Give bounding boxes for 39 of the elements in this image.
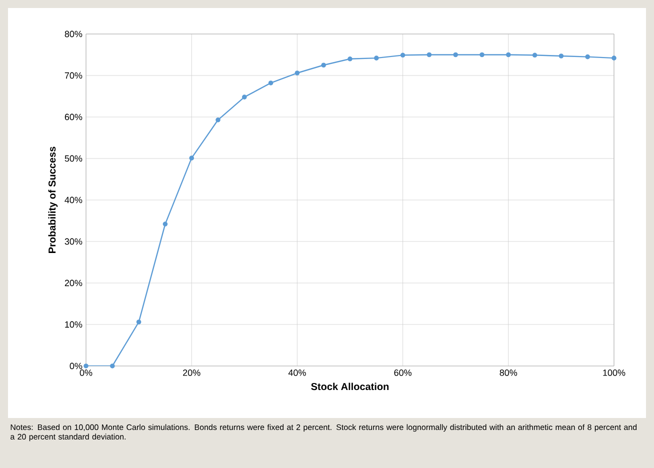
point — [532, 52, 538, 58]
y-tick-label: 10% — [65, 321, 82, 328]
text: Notes: Based on 10,000 Monte Carlo simulations. Bonds returns were fixed at 2 percent. Stock returns were lognormally distributed with an arithmetic mean of 8 percent and a 20 percent standard deviation. — [10, 424, 637, 442]
x-tick-label: 0% — [80, 370, 92, 376]
point — [400, 52, 406, 58]
point — [480, 52, 484, 58]
point — [294, 70, 300, 76]
y-tick-label: 70% — [64, 72, 82, 79]
x-tick-label: 60% — [394, 370, 412, 376]
point — [612, 56, 616, 60]
point — [189, 156, 194, 160]
y-tick-label: 30% — [64, 238, 82, 245]
x-tick-label: 40% — [288, 370, 306, 376]
y-tick-label: 20% — [64, 280, 82, 286]
y-tick-label: 50% — [64, 155, 82, 162]
point — [585, 54, 590, 60]
point — [136, 320, 142, 324]
point — [426, 52, 432, 58]
y-tick-label: 80% — [64, 30, 82, 38]
x-tick-label: 20% — [183, 370, 200, 376]
point — [110, 364, 115, 368]
point — [374, 56, 379, 60]
y-axis-title: Probability of Success — [48, 146, 58, 253]
y-tick-label: 60% — [64, 114, 82, 120]
x-tick-label: 80% — [500, 370, 518, 376]
point — [348, 56, 352, 62]
point — [216, 118, 220, 122]
point — [84, 364, 88, 368]
y-tick-label: 40% — [64, 196, 82, 204]
x-tick-label: 100% — [603, 370, 626, 376]
x-axis-title: Stock Allocation — [311, 382, 389, 390]
point — [242, 94, 247, 100]
y-tick-label: 0% — [70, 362, 82, 370]
point — [162, 222, 168, 226]
point — [453, 52, 458, 58]
point — [506, 52, 511, 58]
point — [321, 62, 326, 68]
point — [268, 80, 274, 86]
point — [558, 54, 564, 58]
